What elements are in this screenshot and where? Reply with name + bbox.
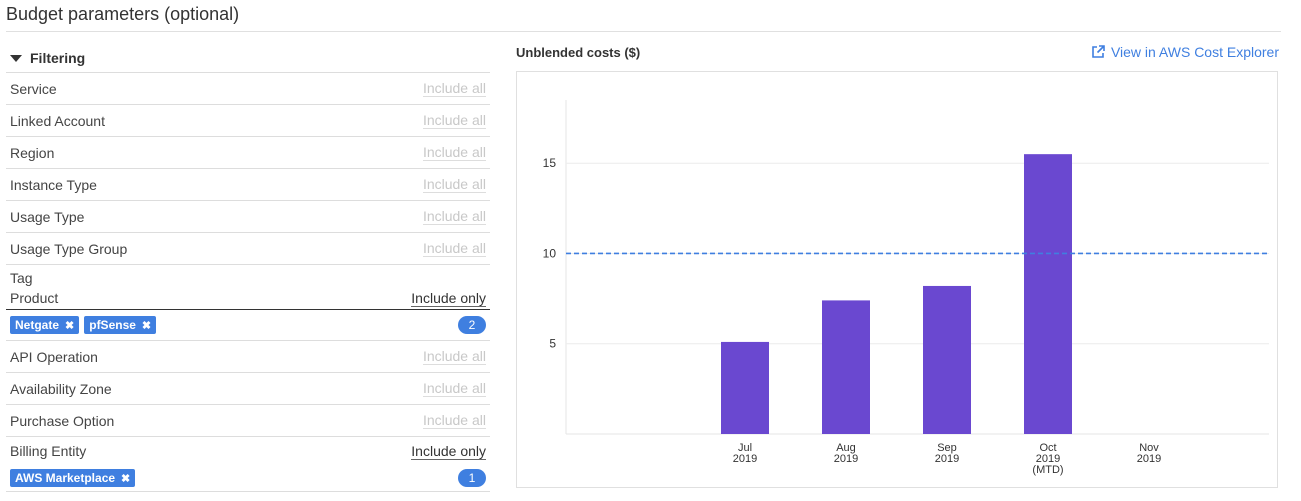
y-tick-label: 5 <box>549 337 556 351</box>
x-tick-label: 2019 <box>733 453 757 465</box>
tag-key-label: Product <box>10 290 59 306</box>
x-tick-label: 2019 <box>935 453 959 465</box>
filter-label-service: Service <box>10 80 57 97</box>
x-tick-label: Aug <box>836 442 856 454</box>
tag-count-badge: 2 <box>458 316 486 334</box>
bar <box>923 285 971 434</box>
filter-row-service: Service Include all <box>6 73 490 105</box>
filter-row-availability-zone: Availability Zone Include all <box>6 373 490 405</box>
include-all-link-availability-zone[interactable]: Include all <box>422 380 486 397</box>
filter-chip: Netgate ✖ <box>10 316 80 334</box>
chip-label: pfSense <box>89 318 136 332</box>
filter-row-region: Region Include all <box>6 137 490 169</box>
filter-row-usage-type-group: Usage Type Group Include all <box>6 233 490 265</box>
y-tick-label: 10 <box>543 246 557 260</box>
x-tick-label: 2019 <box>1036 453 1060 465</box>
filter-label-usage-type-group: Usage Type Group <box>10 240 128 257</box>
include-all-link-service[interactable]: Include all <box>422 80 486 97</box>
filter-chip: AWS Marketplace ✖ <box>10 469 136 487</box>
cost-explorer-link-text: View in AWS Cost Explorer <box>1110 44 1279 60</box>
bar <box>822 300 870 434</box>
page-title: Budget parameters (optional) <box>6 4 240 24</box>
filtering-toggle[interactable]: Filtering <box>6 44 490 73</box>
filter-label-api-operation: API Operation <box>10 348 98 365</box>
chip-label: AWS Marketplace <box>15 471 116 485</box>
bar <box>1024 154 1072 434</box>
filter-label-availability-zone: Availability Zone <box>10 380 112 397</box>
cost-bar-chart: 51015Jul2019Aug2019Sep2019Oct2019(MTD)No… <box>543 100 1269 476</box>
caret-down-icon <box>10 54 22 62</box>
billing-entity-label: Billing Entity <box>10 443 87 459</box>
filtering-label: Filtering <box>30 50 86 66</box>
remove-chip-icon[interactable]: ✖ <box>121 472 131 485</box>
title-divider <box>6 31 1281 32</box>
filter-chip: pfSense ✖ <box>84 316 157 334</box>
remove-chip-icon[interactable]: ✖ <box>141 319 152 332</box>
y-tick-label: 15 <box>543 156 557 170</box>
filter-row-linked-account: Linked Account Include all <box>6 105 490 137</box>
filter-row-instance-type: Instance Type Include all <box>6 169 490 201</box>
include-all-link-usage-type[interactable]: Include all <box>422 208 486 225</box>
tag-label: Tag <box>10 270 33 286</box>
include-all-link-linked-account[interactable]: Include all <box>422 112 486 129</box>
include-all-link-region[interactable]: Include all <box>422 144 486 161</box>
include-all-link-purchase-option[interactable]: Include all <box>422 412 486 429</box>
billing-include-only-link[interactable]: Include only <box>411 442 486 460</box>
filter-label-usage-type: Usage Type <box>10 208 85 225</box>
filter-label-instance-type: Instance Type <box>10 176 97 193</box>
tag-filter: Tag Product Include only Netgate ✖ pfSense… <box>6 265 490 341</box>
x-tick-label: (MTD) <box>1032 464 1063 476</box>
filter-label-purchase-option: Purchase Option <box>10 412 115 429</box>
x-tick-label: 2019 <box>834 453 858 465</box>
x-tick-label: Nov <box>1139 442 1159 454</box>
remove-chip-icon[interactable]: ✖ <box>65 319 75 332</box>
filter-row-usage-type: Usage Type Include all <box>6 201 490 233</box>
bar <box>721 341 769 434</box>
external-link-icon <box>1092 45 1105 58</box>
x-tick-label: Jul <box>738 442 752 454</box>
chip-label: Netgate <box>15 318 60 332</box>
include-all-link-usage-type-group[interactable]: Include all <box>422 240 486 257</box>
include-all-link-api-operation[interactable]: Include all <box>422 348 486 365</box>
tag-include-only-link[interactable]: Include only <box>411 289 486 307</box>
include-all-link-instance-type[interactable]: Include all <box>422 176 486 193</box>
filter-label-linked-account: Linked Account <box>10 112 105 129</box>
x-tick-label: Sep <box>937 442 957 454</box>
view-in-cost-explorer-link[interactable]: View in AWS Cost Explorer <box>1091 44 1279 60</box>
filter-row-api-operation: API Operation Include all <box>6 341 490 373</box>
billing-count-badge: 1 <box>458 469 486 487</box>
x-tick-label: 2019 <box>1137 453 1161 465</box>
chart-title: Unblended costs ($) <box>516 45 641 60</box>
filter-row-purchase-option: Purchase Option Include all <box>6 405 490 437</box>
filter-panel: Filtering Service Include all Linked Accou… <box>6 44 490 492</box>
filter-label-region: Region <box>10 144 55 161</box>
billing-entity-filter: Billing Entity Include only AWS Marketpl… <box>6 437 490 492</box>
cost-chart: 5 10 15 Jul 2019 Aug 2019 Sep 2019 Oct 2019 (MTD) No… <box>516 71 1278 488</box>
x-tick-label: Oct <box>1039 442 1056 454</box>
